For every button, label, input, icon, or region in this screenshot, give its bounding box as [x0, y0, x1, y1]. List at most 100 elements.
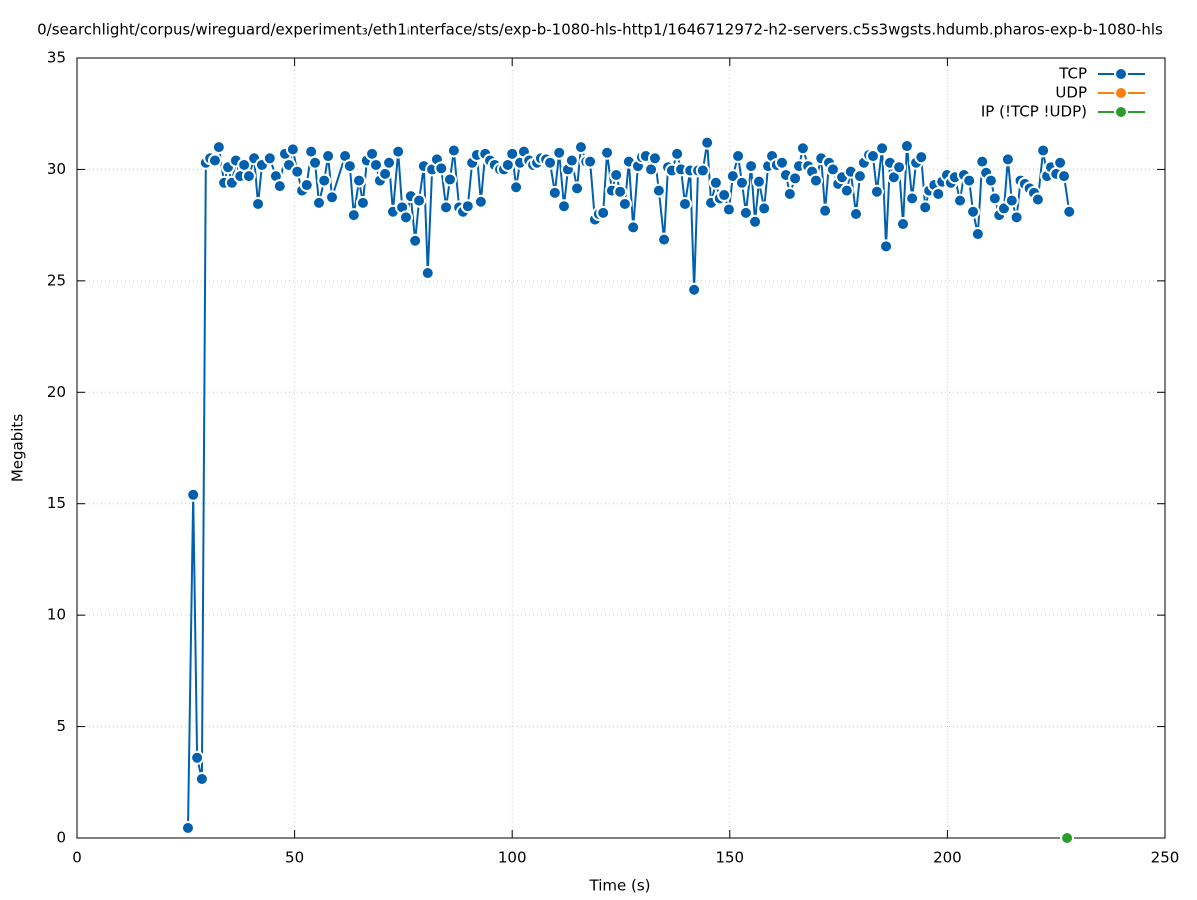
data-point [879, 239, 894, 254]
data-point [966, 204, 981, 219]
x-tick-label: 150 [715, 849, 744, 867]
legend-marker [1114, 67, 1128, 81]
y-tick-label: 30 [47, 160, 66, 178]
data-point [738, 205, 753, 220]
data-point [751, 174, 766, 189]
data-point [983, 173, 998, 188]
data-point [725, 169, 740, 184]
series-line [186, 142, 1071, 828]
legend-marker [1114, 86, 1128, 100]
data-point [207, 153, 222, 168]
data-point [1060, 831, 1075, 845]
data-point [609, 168, 624, 182]
data-point [408, 233, 423, 248]
data-point [677, 196, 692, 211]
y-axis-label: Megabits [9, 414, 27, 482]
data-point [600, 145, 615, 160]
data-point [285, 142, 300, 157]
data-point [446, 143, 461, 158]
data-point [987, 191, 1002, 206]
data-point [905, 191, 920, 206]
data-point [1004, 193, 1019, 208]
data-point [1062, 204, 1077, 219]
data-point [899, 139, 914, 154]
data-point [931, 186, 946, 201]
data-point [818, 203, 833, 218]
data-point [399, 210, 414, 225]
data-point [355, 195, 370, 210]
data-point [695, 163, 710, 178]
data-point [439, 200, 454, 215]
data-point [583, 154, 598, 169]
data-point [321, 149, 336, 164]
data-point [186, 487, 201, 502]
data-point [420, 266, 435, 281]
data-point [547, 185, 562, 200]
data-point [795, 141, 810, 156]
data-point [651, 183, 666, 198]
legend-label: IP (!TCP !UDP) [981, 103, 1087, 121]
legend-label: TCP [1058, 65, 1087, 83]
data-point [617, 196, 632, 211]
chart-title: 0/searchlight/corpus/wireguard/experimen… [37, 21, 1163, 39]
data-point [647, 151, 662, 166]
data-point [808, 173, 823, 188]
data-point [670, 146, 685, 161]
data-point [596, 205, 611, 220]
data-point [442, 172, 457, 187]
data-point [914, 150, 929, 165]
data-point [311, 195, 326, 210]
data-point [849, 207, 864, 221]
data-point [788, 171, 803, 186]
data-point [757, 201, 772, 216]
data-point [717, 188, 732, 203]
data-point [1036, 143, 1051, 158]
data-point [412, 193, 427, 208]
y-tick-label: 35 [47, 49, 66, 67]
data-point [700, 135, 715, 150]
data-point [892, 160, 907, 175]
data-point [687, 282, 702, 297]
data-point [434, 161, 449, 176]
data-point [342, 159, 357, 174]
data-point [869, 184, 884, 199]
data-point [865, 149, 880, 164]
data-point [325, 190, 340, 205]
data-point [970, 227, 985, 242]
y-tick-label: 25 [47, 271, 66, 289]
data-point [556, 199, 571, 214]
data-point [272, 179, 287, 194]
data-point [573, 140, 588, 155]
data-point [734, 175, 749, 190]
data-point [543, 155, 558, 170]
data-point [570, 181, 585, 196]
data-point [748, 214, 763, 229]
data-point [1000, 152, 1015, 167]
data-point [509, 180, 524, 195]
data-point [460, 199, 475, 214]
data-point [190, 750, 205, 765]
y-tick-label: 20 [47, 383, 66, 401]
data-point [290, 164, 305, 179]
x-axis-label: Time (s) [589, 877, 651, 895]
y-tick-label: 15 [47, 494, 66, 512]
data-point [896, 217, 911, 232]
data-point [308, 155, 323, 170]
data-point [251, 196, 266, 211]
data-point [262, 151, 277, 166]
x-tick-label: 100 [498, 849, 527, 867]
data-point [744, 159, 759, 174]
data-point [299, 178, 314, 193]
data-point [1053, 155, 1068, 170]
data-point [708, 175, 723, 190]
legend-label: UDP [1055, 84, 1087, 102]
data-point [626, 220, 641, 235]
legend-marker [1114, 105, 1128, 119]
data-point [962, 173, 977, 188]
x-tick-label: 0 [72, 849, 82, 867]
data-point [352, 173, 367, 188]
data-point [317, 173, 332, 188]
data-point [775, 155, 790, 170]
data-point [552, 145, 567, 160]
data-point [613, 184, 628, 199]
